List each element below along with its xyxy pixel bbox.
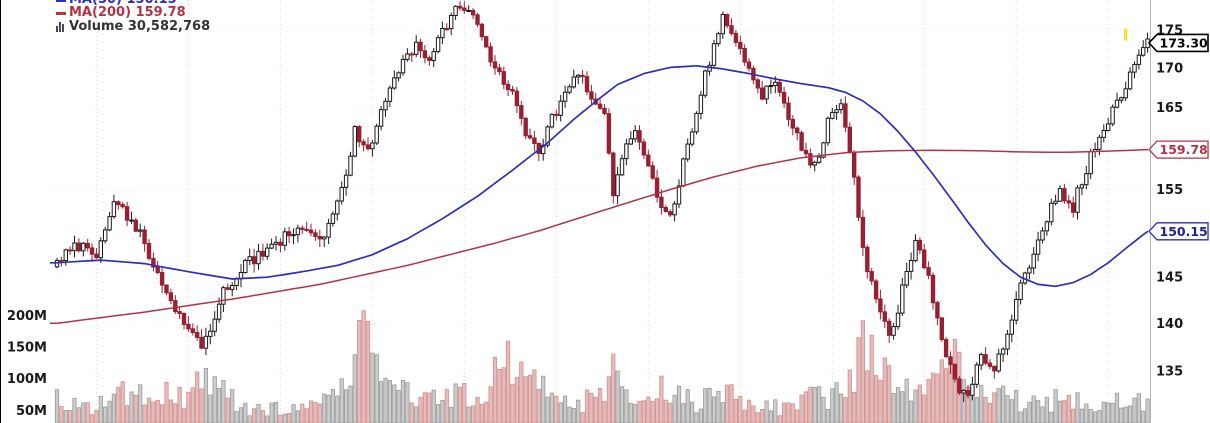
legend-ma50: MA(50) 150.15	[56, 0, 177, 7]
price-tag-label: 159.78	[1160, 142, 1208, 157]
ma50-swatch-icon	[56, 0, 66, 2]
legend-ma200: MA(200) 159.78	[56, 6, 186, 20]
price-tags: 173.30 159.78 150.15	[1147, 33, 1209, 241]
price-tick-label: 165	[1156, 101, 1183, 116]
price-tag-box	[1147, 33, 1209, 53]
highlight-marker	[1124, 28, 1128, 41]
price-tick-label: 135	[1156, 365, 1183, 380]
legend-ma50-label: MA(50) 150.15	[69, 0, 177, 7]
volume-bars-group	[54, 310, 1150, 423]
legend-volume: Volume 30,582,768	[56, 20, 210, 34]
price-tag-box	[1148, 140, 1209, 159]
price-tick-label: 140	[1156, 317, 1183, 332]
volume-tick-label: 50M	[16, 404, 47, 419]
volume-tick-label: 200M	[7, 309, 47, 324]
legend-ma200-label: MA(200) 159.78	[69, 5, 186, 20]
volume-bars-icon	[56, 22, 65, 32]
volume-axis-labels: 200M 150M 100M 50M	[7, 309, 47, 419]
price-tag-label: 150.15	[1160, 224, 1208, 239]
legend-volume-label: Volume 30,582,768	[69, 19, 211, 34]
ma50-line	[50, 64, 1149, 288]
ma200-swatch-icon	[56, 11, 66, 15]
volume-tick-label: 100M	[7, 372, 47, 387]
gridlines	[50, 0, 1150, 423]
candles-group	[54, 1, 1150, 402]
price-tag-label: 173.30	[1160, 35, 1209, 50]
ma200-line	[50, 148, 1149, 325]
volume-tick-label: 150M	[7, 341, 47, 356]
price-tag-box	[1148, 222, 1209, 241]
price-tick-label: 155	[1156, 183, 1183, 198]
price-tick-label: 170	[1156, 62, 1183, 77]
price-tick-label: 145	[1156, 271, 1183, 286]
